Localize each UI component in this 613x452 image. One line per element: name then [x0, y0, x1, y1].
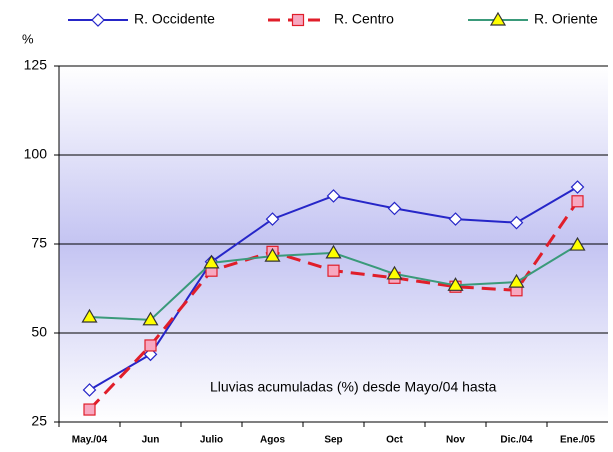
marker	[571, 195, 584, 208]
marker	[326, 189, 341, 203]
y-axis-label: %	[22, 31, 34, 46]
marker	[142, 311, 159, 326]
marker	[327, 264, 340, 277]
marker	[448, 212, 463, 226]
legend-label: R. Centro	[334, 11, 394, 27]
x-tick-label: May./04	[72, 435, 108, 446]
marker	[489, 11, 507, 26]
marker	[386, 265, 403, 280]
annotation: Lluvias acumuladas (%) desde Mayo/04 has…	[210, 379, 497, 395]
y-tick-label: 100	[24, 146, 48, 162]
x-tick-label: Dic./04	[500, 435, 533, 446]
x-tick-label: Oct	[386, 435, 403, 446]
x-tick-label: Julio	[200, 435, 223, 446]
marker	[265, 212, 280, 226]
marker	[570, 180, 585, 194]
marker	[203, 254, 220, 269]
x-tick-label: Sep	[324, 435, 342, 446]
marker	[81, 308, 98, 323]
marker	[447, 277, 464, 291]
marker	[91, 13, 105, 27]
marker	[82, 383, 97, 397]
marker	[291, 13, 305, 27]
legend-label: R. Oriente	[534, 11, 598, 27]
y-tick-label: 125	[24, 57, 48, 73]
marker	[264, 247, 281, 262]
marker	[569, 236, 586, 251]
y-tick-label: 50	[31, 324, 47, 340]
x-tick-label: Jun	[142, 435, 160, 446]
marker	[83, 403, 96, 416]
x-tick-label: Ene./05	[560, 435, 595, 446]
y-tick-label: 25	[31, 413, 47, 429]
x-tick-label: Agos	[260, 435, 285, 446]
x-tick-label: Nov	[446, 435, 465, 446]
marker	[509, 215, 524, 230]
marker	[508, 273, 525, 288]
marker	[325, 244, 342, 259]
marker	[387, 201, 402, 216]
legend-label: R. Occidente	[134, 11, 215, 27]
marker	[144, 339, 157, 352]
y-tick-label: 75	[31, 235, 47, 251]
